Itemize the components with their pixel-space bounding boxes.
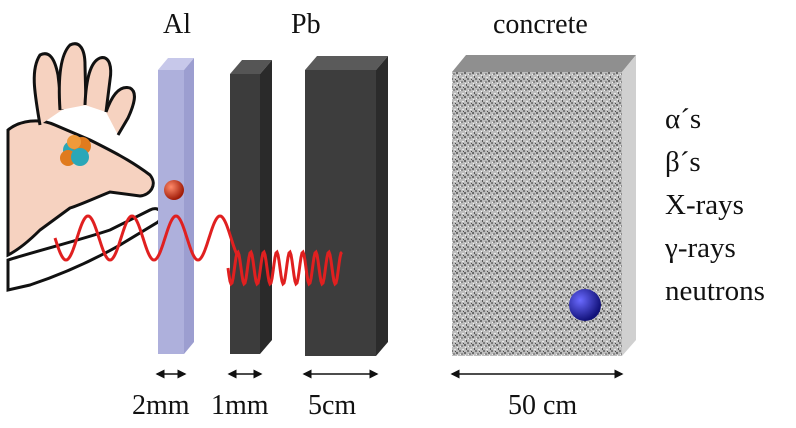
radiation-gamma: γ-rays xyxy=(665,232,736,264)
lead-block xyxy=(305,56,388,356)
radiation-alpha: α´s xyxy=(665,103,702,135)
radiation-neutrons: neutrons xyxy=(665,275,765,307)
thickness-label-5cm: 5cm xyxy=(308,390,357,421)
thickness-label-1mm: 1mm xyxy=(211,390,269,421)
radiation-xrays: X-rays xyxy=(665,189,744,221)
thin-dark-sheet xyxy=(230,60,272,354)
thickness-label-2mm: 2mm xyxy=(132,390,190,421)
material-label-concrete: concrete xyxy=(493,9,588,40)
gamma-ray-wave xyxy=(226,249,344,287)
material-label-pb: Pb xyxy=(291,9,321,40)
concrete-block xyxy=(452,55,636,356)
aluminum-sheet xyxy=(158,58,194,354)
hand-holding-atom-icon xyxy=(6,42,163,292)
atom-nucleus-icon xyxy=(60,135,91,166)
neutron-particle xyxy=(569,289,601,321)
x-ray-wave xyxy=(53,214,240,262)
material-label-al: Al xyxy=(163,9,191,40)
radiation-beta: β´s xyxy=(665,146,701,178)
beta-particle xyxy=(164,180,184,200)
thickness-label-50cm: 50 cm xyxy=(508,390,578,421)
